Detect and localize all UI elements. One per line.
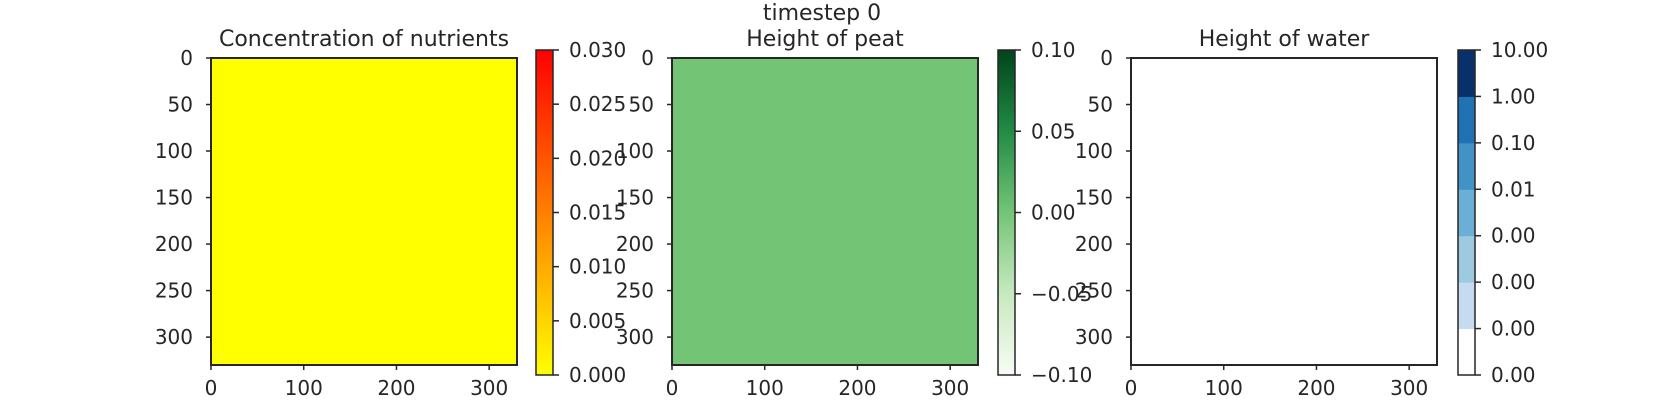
colorbar-band: [1458, 282, 1475, 330]
y-tick-label: 250: [1075, 279, 1113, 303]
colorbar-tick-label: 0.030: [569, 38, 626, 62]
colorbar: −0.10 −0.05 0.00 0.05 0.10: [997, 38, 1092, 387]
colorbar-tick-label: 0.10: [1031, 38, 1076, 62]
x-tick-label: 100: [746, 376, 784, 400]
colorbar-tick-label: −0.10: [1031, 363, 1092, 387]
colorbar-tick-label: 0.00: [1031, 201, 1076, 225]
colorbar-tick-label: 10.00: [1491, 38, 1548, 62]
colorbar-tick-label: 0.00: [1491, 224, 1536, 248]
y-tick-label: 250: [616, 279, 654, 303]
y-tick-label: 300: [616, 325, 654, 349]
y-tick-label: 50: [629, 93, 654, 117]
x-tick-label: 300: [931, 376, 969, 400]
x-tick-label: 0: [666, 376, 679, 400]
x-tick-label: 200: [838, 376, 876, 400]
y-tick-label: 250: [155, 279, 193, 303]
colorbar-gradient: [536, 50, 553, 375]
y-tick-label: 50: [168, 93, 193, 117]
colorbar-band: [1458, 96, 1475, 144]
colorbar-gradient: [998, 50, 1015, 375]
y-tick-label: 150: [1075, 186, 1113, 210]
y-tick-label: 100: [1075, 139, 1113, 163]
colorbar: 0.000 0.005 0.010 0.015 0.020 0.025 0.030: [535, 38, 626, 387]
colorbar-tick-label: 0.01: [1491, 177, 1536, 201]
y-tick-label: 0: [1100, 46, 1113, 70]
colorbar-tick-label: 0.05: [1031, 119, 1076, 143]
x-tick-label: 200: [1297, 376, 1335, 400]
x-tick-label: 100: [1205, 376, 1243, 400]
y-tick-label: 200: [1075, 232, 1113, 256]
y-tick-label: 300: [1075, 325, 1113, 349]
axes-title: Height of peat: [746, 27, 904, 52]
axes-frame: [1130, 57, 1438, 366]
heatmap-image: [672, 58, 978, 365]
y-tick-label: 200: [155, 232, 193, 256]
colorbar-tick-label: 0.005: [569, 309, 626, 333]
x-tick-label: 300: [470, 376, 508, 400]
x-tick-label: 300: [1390, 376, 1428, 400]
figure-suptitle: timestep 0: [763, 1, 881, 26]
y-tick-label: 200: [616, 232, 654, 256]
panel-1: Concentration of nutrients 0 100 200 300 0 50 1…: [155, 27, 626, 400]
axes-title: Concentration of nutrients: [219, 27, 509, 52]
y-tick-label: 100: [616, 139, 654, 163]
colorbar-tick-label: 0.020: [569, 146, 626, 170]
y-tick-label: 0: [641, 46, 654, 70]
colorbar-band: [1458, 142, 1475, 190]
colorbar-tick-label: 1.00: [1491, 84, 1536, 108]
colorbar-tick-label: 0.00: [1491, 363, 1536, 387]
axes-title: Height of water: [1199, 27, 1371, 52]
colorbar-tick-label: 0.025: [569, 92, 626, 116]
axes-frame: [210, 57, 518, 366]
colorbar: 0.00 0.00 0.00 0.00 0.01 0.10 1.00 10.00: [1457, 38, 1548, 387]
x-tick-label: 0: [205, 376, 218, 400]
colorbar-tick-label: 0.010: [569, 255, 626, 279]
colorbar-frame: [535, 49, 554, 376]
panel-3: Height of water 0 100 200 300 0 50 100 150 200 250…: [1075, 27, 1548, 400]
colorbar-frame: [1457, 49, 1476, 376]
colorbar-tick-label: 0.000: [569, 363, 626, 387]
panel-2: Height of peat 0 100 200 300 0 50 100 150 200 250 3…: [616, 27, 1092, 400]
axes-frame: [671, 57, 979, 366]
y-tick-label: 0: [180, 46, 193, 70]
x-tick-label: 200: [377, 376, 415, 400]
colorbar-tick-label: 0.00: [1491, 270, 1536, 294]
y-tick-label: 150: [155, 186, 193, 210]
colorbar-band: [1458, 328, 1475, 376]
colorbar-tick-label: 0.015: [569, 201, 626, 225]
y-tick-label: 50: [1088, 93, 1113, 117]
colorbar-frame: [997, 49, 1016, 376]
heatmap-image: [211, 58, 517, 365]
y-tick-label: 100: [155, 139, 193, 163]
x-tick-label: 100: [285, 376, 323, 400]
colorbar-tick-label: 0.00: [1491, 317, 1536, 341]
y-tick-label: 300: [155, 325, 193, 349]
colorbar-band: [1458, 189, 1475, 237]
colorbar-tick-label: 0.10: [1491, 131, 1536, 155]
colorbar-tick-label: −0.05: [1031, 282, 1092, 306]
colorbar-band: [1458, 235, 1475, 283]
colorbar-band: [1458, 50, 1475, 97]
x-tick-label: 0: [1125, 376, 1138, 400]
y-tick-label: 150: [616, 186, 654, 210]
heatmap-image: [1131, 58, 1437, 365]
